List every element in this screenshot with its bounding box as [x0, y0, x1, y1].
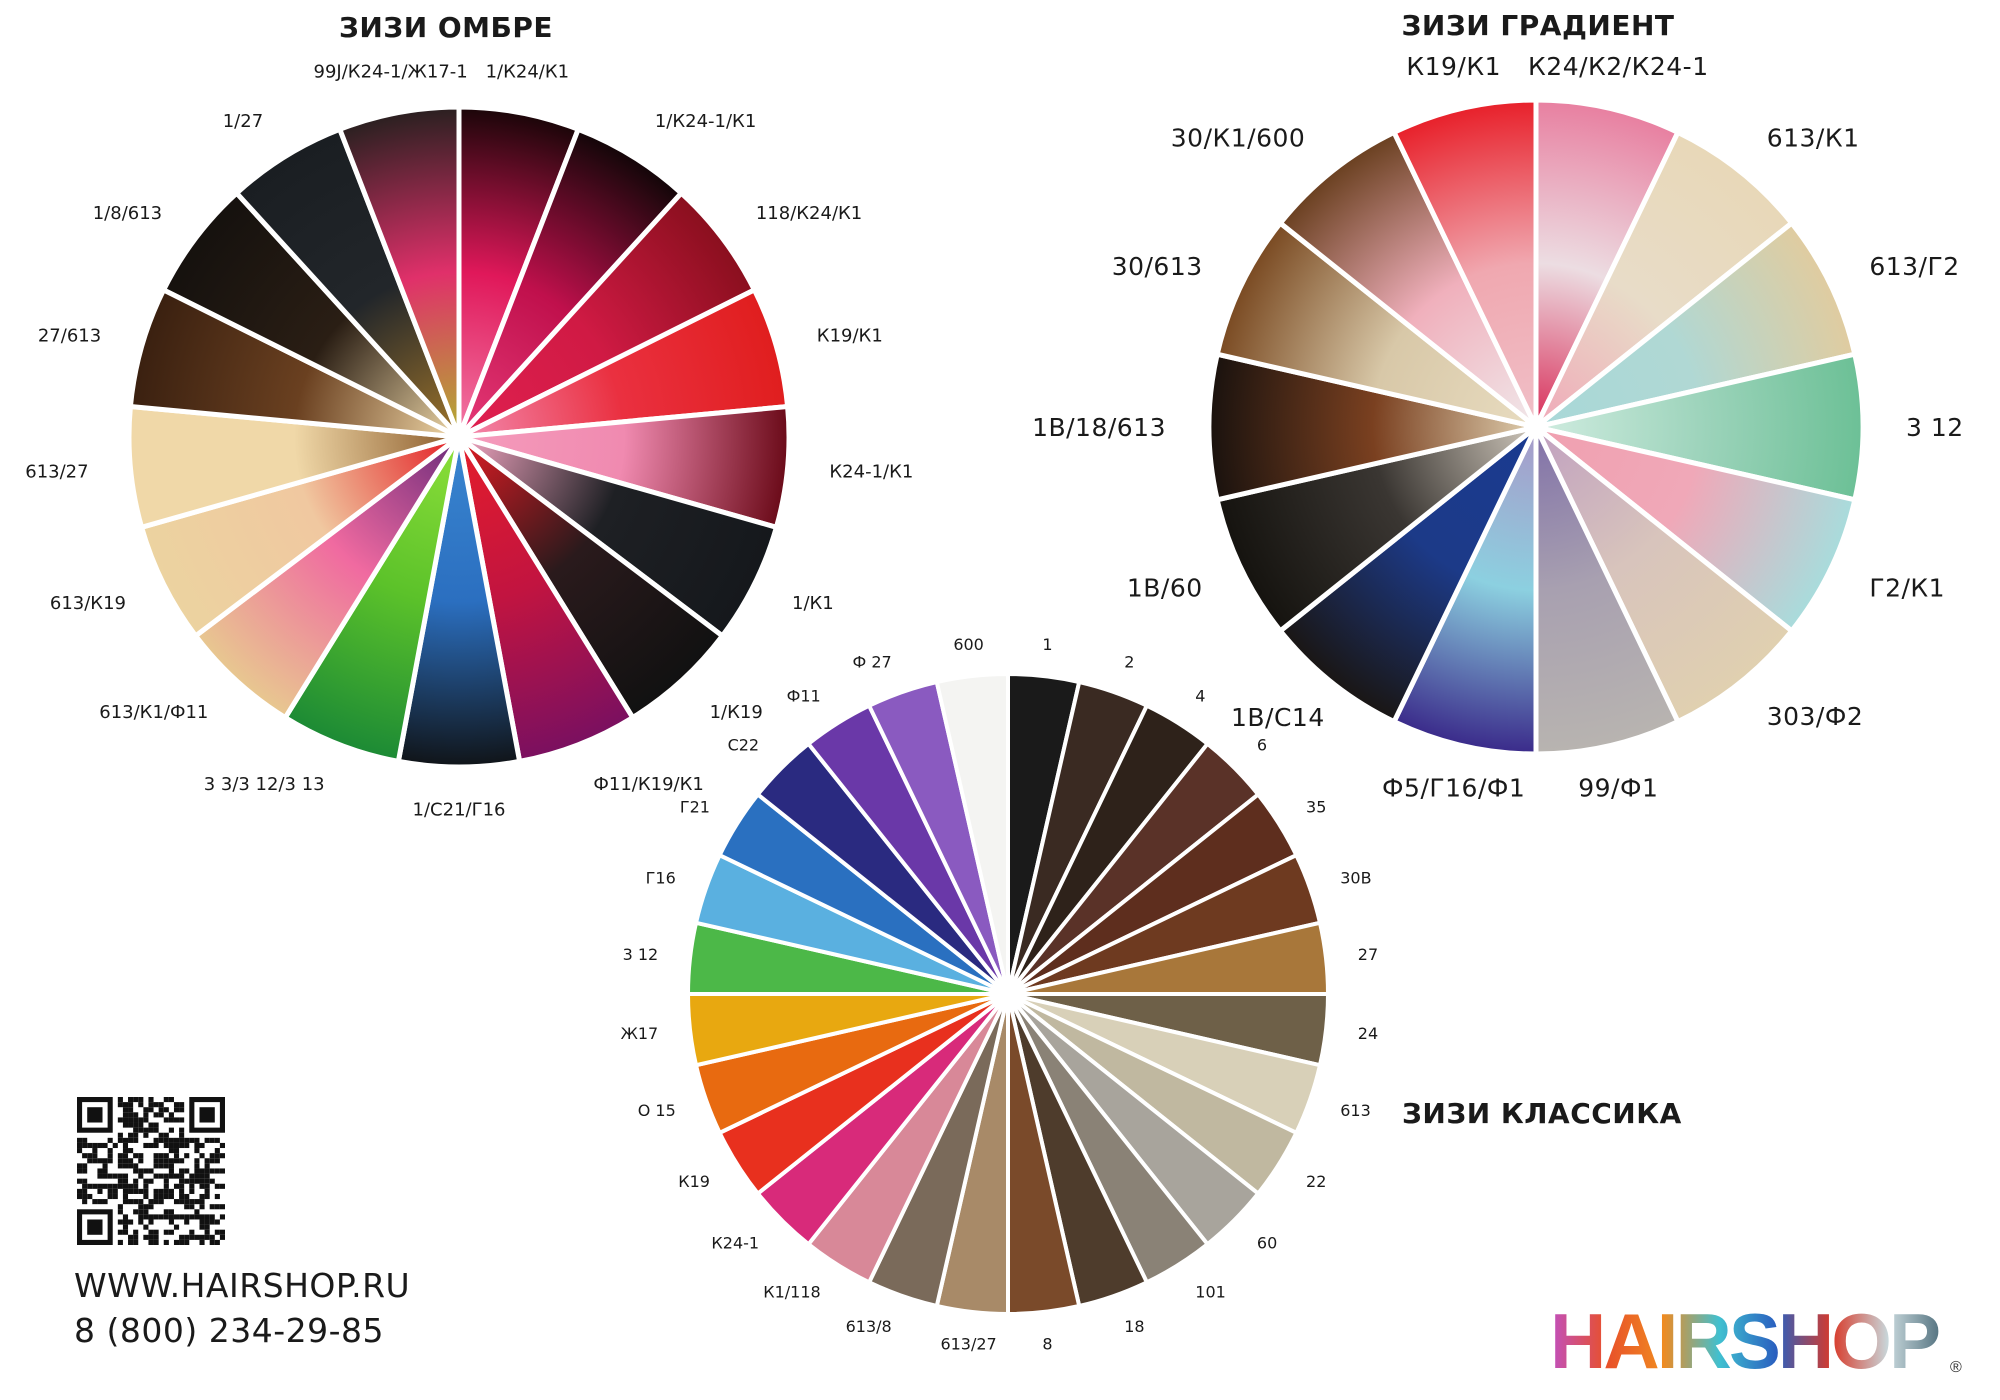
shade-label: 22	[1306, 1172, 1326, 1191]
hairshop-logo: HAIRSHOP ®	[1550, 1300, 1962, 1380]
color-swatch-sector	[1533, 425, 1682, 757]
classic-title: ЗИЗИ КЛАССИКА	[1402, 1097, 1682, 1130]
shade-label: 99/Ф1	[1578, 773, 1658, 802]
shade-label: 3 12	[623, 945, 659, 964]
shade-label: К1/118	[763, 1283, 820, 1302]
logo-text: HAIRSHOP	[1550, 1300, 1945, 1380]
shade-label: Г2/К1	[1869, 573, 1945, 602]
shade-label: 1В/18/613	[1032, 413, 1166, 442]
color-swatch-sector	[1276, 129, 1539, 429]
shade-label: 18	[1124, 1317, 1144, 1336]
color-swatch-sector	[1533, 425, 1796, 725]
color-swatch-sector	[1535, 351, 1866, 503]
shade-label: 30/К1/600	[1171, 123, 1306, 152]
shade-label: 118/К24/К1	[756, 203, 862, 224]
shade-label: 27/613	[38, 325, 101, 346]
website-link[interactable]: WWW.HAIRSHOP.RU	[74, 1266, 411, 1305]
registered-mark: ®	[1950, 1359, 1962, 1376]
wheel-center	[1524, 415, 1548, 439]
gradient-wheel: К24/К2/К24-1 613/К1 613/Г2 3 12 Г2/К1 303/Ф2 9…	[1032, 52, 1964, 802]
shade-label: 60	[1257, 1234, 1277, 1253]
shade-label: К24-1	[711, 1234, 759, 1253]
shade-label: 1/С21/Г16	[413, 799, 506, 820]
shade-label: 1В/60	[1127, 573, 1203, 602]
shade-label: 1	[1042, 635, 1052, 654]
shade-label: К19/К1	[817, 325, 883, 346]
shade-label: 613/Г2	[1869, 252, 1959, 281]
shade-label: 30/613	[1112, 252, 1203, 281]
shade-label: 613/К19	[50, 593, 126, 614]
wheel-center	[447, 425, 471, 449]
shade-label: 4	[1195, 687, 1205, 706]
shade-label: Ж17	[621, 1024, 659, 1043]
gradient-title: ЗИЗИ ГРАДИЕНТ	[1401, 9, 1675, 42]
shade-label: 1/К19	[710, 702, 763, 723]
shade-label: 8	[1042, 1334, 1052, 1353]
qr-code	[77, 1097, 225, 1245]
shade-label: 613/27	[940, 1334, 996, 1353]
wheel-center	[996, 982, 1020, 1006]
shade-label: О 15	[638, 1101, 676, 1120]
color-swatch-sector	[1533, 129, 1796, 429]
color-swatch-sector	[1214, 219, 1538, 430]
shade-label: 24	[1358, 1024, 1378, 1043]
shade-label: К19/К1	[1406, 52, 1501, 81]
color-swatch-sector	[1390, 425, 1539, 757]
shade-label: 1/27	[223, 111, 263, 132]
color-swatch-sector	[1533, 97, 1682, 429]
shade-label: С22	[728, 736, 760, 755]
ombre-title: ЗИЗИ ОМБРЕ	[338, 11, 554, 44]
shade-label: 3 3/3 12/3 13	[204, 774, 325, 795]
shade-label: 2	[1124, 652, 1134, 671]
shade-label: 613/К1/Ф11	[99, 702, 208, 723]
shade-label: Ф5/Г16/Ф1	[1382, 773, 1525, 802]
classic-wheel: 12463530В27246132260101188613/27613/8К1/…	[621, 635, 1379, 1354]
color-swatch-sector	[336, 104, 462, 438]
color-swatch-sector	[1214, 424, 1538, 635]
shade-label: Ф 27	[853, 652, 892, 671]
shade-label: 613/8	[846, 1317, 892, 1336]
shade-label: 1/8/613	[93, 203, 162, 224]
shade-label: 27	[1358, 945, 1378, 964]
color-swatch-sector	[934, 671, 1010, 995]
shade-label: 1/К1	[792, 593, 834, 614]
color-swatch-sector	[1276, 425, 1539, 725]
shade-label: 1В/С14	[1231, 703, 1325, 732]
shade-label: 6	[1257, 736, 1267, 755]
shade-label: 101	[1195, 1283, 1226, 1302]
color-swatch-sector	[1534, 424, 1858, 635]
color-swatch-sector	[1534, 219, 1858, 430]
shade-label: 1/К24/К1	[486, 62, 570, 83]
shade-label: 99J/К24-1/Ж17-1	[314, 62, 468, 83]
shade-label: 3 12	[1906, 413, 1964, 442]
color-swatch-sector	[1390, 97, 1539, 429]
shade-label: Г16	[646, 868, 676, 887]
shade-label: 613	[1340, 1101, 1371, 1120]
shade-label: К24-1/К1	[829, 462, 913, 483]
shade-label: К19	[678, 1172, 710, 1191]
phone-number: 8 (800) 234-29-85	[74, 1311, 384, 1350]
shade-label: Г21	[680, 797, 710, 816]
shade-label: К24/К2/К24-1	[1528, 52, 1709, 81]
shade-label: 30В	[1340, 868, 1371, 887]
shade-label: 613/27	[25, 462, 88, 483]
shade-label: 613/К1	[1767, 123, 1860, 152]
shade-label: Ф11/К19/К1	[593, 774, 703, 795]
color-swatch-sector	[1206, 351, 1537, 503]
ombre-wheel: 1/К24/К1 1/К24-1/К1 118/К24/К1 К19/К1 К24-1/…	[25, 62, 913, 821]
shade-label: 600	[953, 635, 984, 654]
shade-label: Ф11	[787, 687, 821, 706]
shade-label: 1/К24-1/К1	[655, 111, 756, 132]
shade-label: 35	[1306, 797, 1326, 816]
shade-label: 303/Ф2	[1767, 702, 1864, 731]
